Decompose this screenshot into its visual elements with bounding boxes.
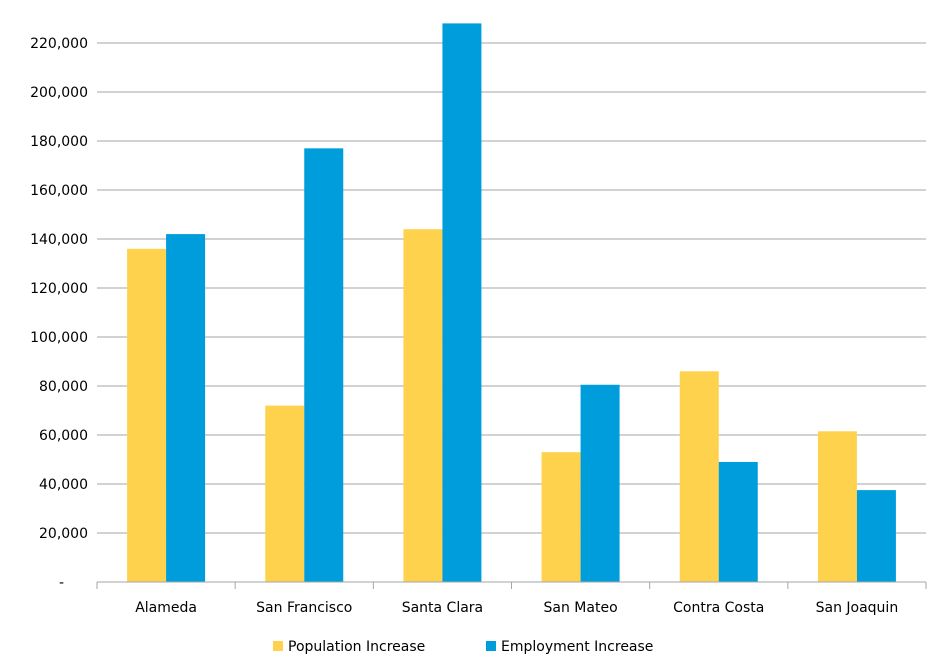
y-tick-label: 200,000 <box>30 85 88 101</box>
bar-population-increase <box>817 431 857 582</box>
gridlines <box>97 42 926 534</box>
bar-population-increase <box>679 371 719 582</box>
x-axis-tick-labels: Alameda San Francisco Santa Clara San Mateo… <box>135 600 898 616</box>
bar-employment-increase <box>856 490 896 582</box>
bar-population-increase <box>265 405 305 582</box>
y-tick-label: 220,000 <box>30 36 88 52</box>
legend: Population Increase Employment Increase <box>273 639 653 655</box>
x-tick-label: San Joaquin <box>816 600 899 616</box>
x-tick-label: Alameda <box>135 600 197 616</box>
bar-population-increase <box>541 452 581 582</box>
y-tick-label: 100,000 <box>30 330 88 346</box>
y-tick-label: 80,000 <box>39 379 88 395</box>
legend-swatch <box>486 641 496 651</box>
y-axis-tick-labels: - 20,000 40,000 60,000 80,000 100,000 120,000 1… <box>30 36 88 591</box>
y-tick-label: 20,000 <box>39 526 88 542</box>
bars <box>127 23 896 583</box>
bar-population-increase <box>403 229 443 582</box>
y-tick-label: 120,000 <box>30 281 88 297</box>
bar-employment-increase <box>442 23 482 582</box>
x-axis <box>96 581 927 589</box>
x-tick-label: Contra Costa <box>673 600 764 616</box>
bar-employment-increase <box>304 148 344 582</box>
bar-employment-increase <box>580 384 620 582</box>
x-tick-label: Santa Clara <box>402 600 483 616</box>
legend-swatch <box>273 641 283 651</box>
y-tick-label: 40,000 <box>39 477 88 493</box>
y-tick-label: 60,000 <box>39 428 88 444</box>
y-tick-label: - <box>59 575 64 591</box>
bar-population-increase <box>127 248 167 583</box>
y-tick-label: 160,000 <box>30 183 88 199</box>
y-tick-label: 140,000 <box>30 232 88 248</box>
y-tick-label: 180,000 <box>30 134 88 150</box>
x-tick-label: San Mateo <box>544 600 618 616</box>
legend-label: Employment Increase <box>501 639 653 655</box>
legend-label: Population Increase <box>288 639 425 655</box>
x-tick-label: San Francisco <box>256 600 352 616</box>
bar-employment-increase <box>166 234 206 582</box>
bar-employment-increase <box>718 461 758 582</box>
